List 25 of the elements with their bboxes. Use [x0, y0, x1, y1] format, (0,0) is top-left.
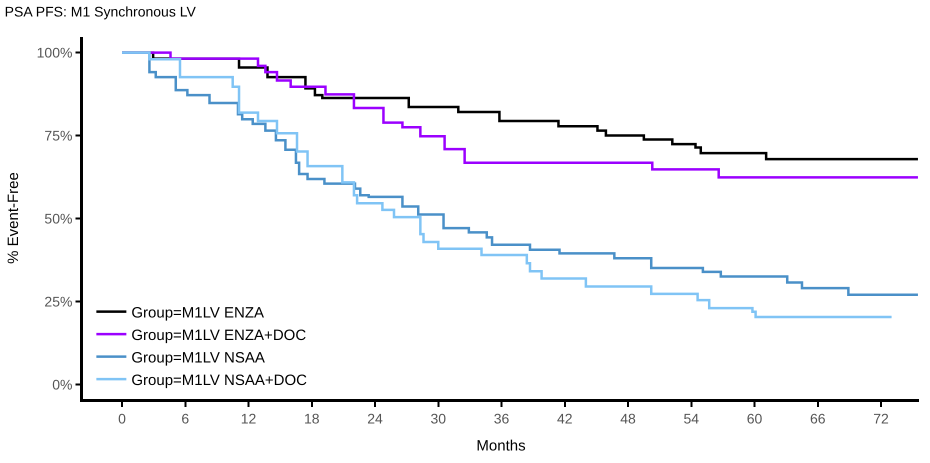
y-tick-label: 50% — [44, 210, 72, 226]
y-tick-label: 0% — [52, 376, 72, 392]
x-tick-label: 0 — [118, 410, 126, 427]
legend-label: Group=M1LV ENZA — [131, 304, 264, 322]
y-tick-label: 100% — [36, 44, 72, 60]
chart-title: PSA PFS: M1 Synchronous LV — [4, 4, 196, 20]
x-tick-label: 54 — [684, 410, 700, 427]
x-tick-label: 18 — [304, 410, 320, 427]
x-tick-label: 48 — [620, 410, 636, 427]
x-tick-label: 60 — [746, 410, 763, 427]
legend-label: Group=M1LV NSAA+DOC — [131, 372, 308, 389]
legend-label: Group=M1LV ENZA+DOC — [131, 326, 306, 344]
x-tick-label: 36 — [494, 410, 510, 427]
x-tick-label: 30 — [430, 410, 446, 427]
y-axis-title: % Event-Free — [4, 172, 22, 264]
x-tick-label: 66 — [810, 410, 826, 427]
x-axis-title: Months — [476, 438, 526, 455]
y-tick-label: 25% — [44, 293, 72, 310]
x-tick-label: 72 — [873, 410, 890, 427]
legend-label: Group=M1LV NSAA — [131, 349, 265, 366]
y-tick-label: 75% — [44, 127, 72, 144]
x-tick-label: 12 — [240, 410, 257, 427]
x-tick-label: 6 — [181, 410, 190, 427]
x-tick-label: 42 — [556, 410, 573, 427]
x-tick-label: 24 — [367, 410, 384, 427]
